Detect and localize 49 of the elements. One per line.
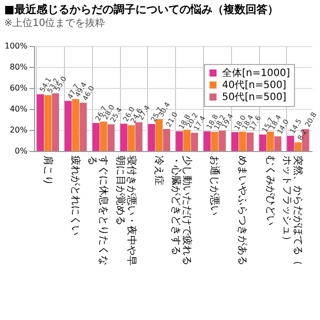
chart-subtitle: ※上位10位までを抜粋 <box>4 17 106 29</box>
bar <box>266 132 274 151</box>
x-tick-label: 疲れがとれにくい <box>70 156 82 236</box>
bar <box>120 124 128 151</box>
bar <box>294 142 302 151</box>
bar <box>176 131 183 151</box>
x-tick-label: めまいやふらつきがある <box>236 156 248 266</box>
bar <box>211 132 218 151</box>
bar <box>80 102 87 151</box>
bar <box>92 122 100 151</box>
bar <box>163 128 170 151</box>
bar <box>274 136 282 151</box>
x-tick-label: むくみがひどい <box>264 156 276 226</box>
y-tick-label: 60% <box>10 84 28 92</box>
bar <box>204 131 211 151</box>
y-tick-label: 80% <box>10 62 28 72</box>
y-tick-label: 40% <box>10 104 28 114</box>
chart-title: ■最近感じるからだの調子についての悩み（複数回答） <box>4 3 279 16</box>
legend-label: 40代[n=500] <box>222 80 286 91</box>
bar <box>190 132 198 151</box>
y-tick-label: 0% <box>14 146 28 156</box>
x-tick-label: 少し動いただけで疲れる・心臓がどきどきする <box>170 156 193 266</box>
bar <box>44 95 52 151</box>
y-tick-label: 20% <box>10 126 28 134</box>
bar <box>64 100 72 151</box>
x-tick-label: 冷え症 <box>153 156 166 186</box>
bar <box>72 99 80 151</box>
bar <box>183 130 190 151</box>
x-tick-label: 寝付きが悪い・夜中や早朝に目が覚める <box>114 156 138 266</box>
legend-label: 50代[n=500] <box>222 92 286 103</box>
bar <box>231 132 239 151</box>
x-tick-label: すぐに休息をとりたくなる <box>86 156 110 266</box>
bar <box>246 132 254 151</box>
y-tick-label: 100% <box>4 42 28 50</box>
bar <box>52 93 60 151</box>
bar <box>259 134 266 151</box>
bar <box>135 122 142 151</box>
legend-label: 全体[n=1000] <box>222 67 290 79</box>
bar <box>128 125 135 151</box>
bar <box>286 136 294 151</box>
bar <box>100 122 108 151</box>
bar <box>238 132 246 151</box>
x-tick-label: 突然、からだがほてる（ホットフラッシュ） <box>281 156 304 266</box>
x-tick-label: 肩こり <box>42 156 54 186</box>
bar <box>218 130 226 151</box>
bar <box>36 94 44 151</box>
bar <box>107 124 115 151</box>
bar <box>148 124 156 151</box>
x-tick-label: お通じが悪い <box>208 156 221 216</box>
